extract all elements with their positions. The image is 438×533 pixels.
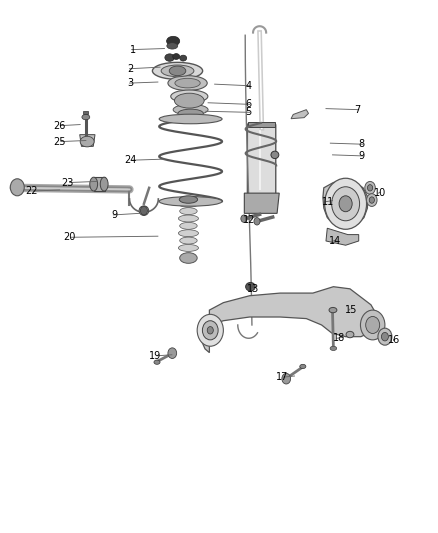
Ellipse shape	[168, 76, 207, 91]
PathPatch shape	[323, 180, 367, 228]
Ellipse shape	[180, 208, 197, 215]
Ellipse shape	[271, 151, 279, 159]
Ellipse shape	[180, 222, 197, 229]
Circle shape	[332, 187, 360, 221]
Circle shape	[360, 310, 385, 340]
Circle shape	[241, 215, 247, 222]
Circle shape	[325, 178, 367, 229]
Text: 24: 24	[124, 155, 137, 165]
Circle shape	[367, 193, 377, 206]
Ellipse shape	[90, 177, 98, 191]
Text: 5: 5	[245, 107, 251, 117]
Ellipse shape	[180, 253, 197, 263]
Text: 9: 9	[359, 151, 365, 161]
Text: 4: 4	[245, 81, 251, 91]
Circle shape	[197, 314, 223, 346]
Ellipse shape	[165, 54, 174, 61]
Bar	[83, 111, 88, 115]
Text: 23: 23	[62, 177, 74, 188]
Ellipse shape	[161, 65, 194, 77]
Text: 15: 15	[345, 305, 357, 315]
Ellipse shape	[166, 36, 180, 46]
PathPatch shape	[244, 193, 279, 213]
Ellipse shape	[154, 360, 160, 365]
Text: 26: 26	[53, 120, 65, 131]
Ellipse shape	[80, 136, 94, 147]
Text: 2: 2	[127, 64, 134, 74]
Circle shape	[367, 184, 373, 191]
Text: 12: 12	[243, 215, 255, 225]
Circle shape	[381, 333, 389, 341]
Ellipse shape	[82, 115, 90, 120]
Text: 10: 10	[374, 188, 386, 198]
FancyBboxPatch shape	[247, 123, 276, 197]
Text: 7: 7	[354, 104, 360, 115]
PathPatch shape	[80, 135, 95, 147]
Text: 20: 20	[64, 232, 76, 243]
Text: 1: 1	[130, 45, 136, 54]
Text: 25: 25	[53, 136, 65, 147]
Ellipse shape	[174, 93, 204, 108]
Ellipse shape	[180, 55, 187, 61]
Text: 6: 6	[245, 99, 251, 109]
PathPatch shape	[94, 177, 106, 191]
PathPatch shape	[248, 122, 275, 127]
Circle shape	[202, 321, 218, 340]
Ellipse shape	[167, 43, 178, 49]
Ellipse shape	[152, 62, 203, 79]
PathPatch shape	[326, 228, 359, 245]
Circle shape	[365, 181, 375, 194]
Text: 17: 17	[276, 372, 288, 382]
Circle shape	[168, 348, 177, 359]
Ellipse shape	[329, 308, 337, 313]
Ellipse shape	[178, 230, 198, 237]
Ellipse shape	[175, 78, 200, 88]
Ellipse shape	[246, 282, 255, 291]
Circle shape	[378, 328, 392, 345]
Ellipse shape	[178, 245, 198, 252]
Ellipse shape	[139, 206, 149, 215]
Text: 8: 8	[359, 139, 365, 149]
Ellipse shape	[178, 109, 203, 118]
Text: 9: 9	[112, 210, 118, 220]
Circle shape	[141, 206, 148, 215]
Ellipse shape	[179, 196, 198, 203]
Ellipse shape	[330, 346, 337, 351]
Circle shape	[254, 217, 260, 225]
Text: 22: 22	[25, 186, 38, 196]
Circle shape	[366, 317, 380, 334]
Ellipse shape	[300, 365, 306, 368]
Circle shape	[339, 196, 352, 212]
Text: 11: 11	[321, 197, 334, 207]
Ellipse shape	[159, 197, 222, 206]
Circle shape	[11, 179, 24, 196]
Text: 3: 3	[128, 78, 134, 88]
Text: 16: 16	[389, 335, 401, 345]
Ellipse shape	[180, 237, 197, 244]
Ellipse shape	[346, 332, 354, 338]
Ellipse shape	[100, 177, 108, 191]
Circle shape	[282, 373, 290, 384]
Ellipse shape	[173, 104, 208, 115]
Text: 18: 18	[332, 333, 345, 343]
Text: 13: 13	[247, 284, 260, 294]
Ellipse shape	[178, 200, 198, 207]
Ellipse shape	[169, 66, 186, 76]
Ellipse shape	[159, 114, 222, 124]
Ellipse shape	[178, 215, 198, 222]
PathPatch shape	[291, 110, 308, 119]
Text: 19: 19	[149, 351, 161, 361]
Circle shape	[207, 327, 213, 334]
Circle shape	[369, 197, 374, 203]
Ellipse shape	[173, 54, 180, 60]
Ellipse shape	[171, 90, 208, 103]
PathPatch shape	[201, 287, 377, 353]
Text: 14: 14	[329, 236, 341, 246]
